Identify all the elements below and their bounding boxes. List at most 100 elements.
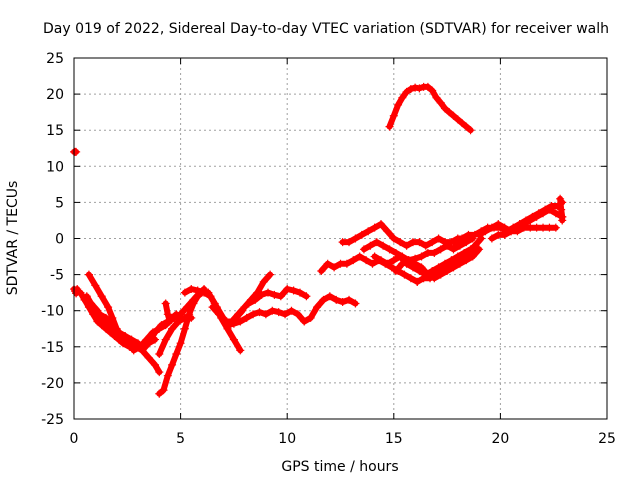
data-point [189,299,198,308]
data-point [84,270,93,279]
data-point [379,241,388,250]
y-tick-label: 15 [46,123,64,139]
data-point [556,194,565,203]
data-point [396,238,405,247]
y-tick-label: 25 [46,51,64,67]
data-point [281,310,290,319]
data-point [438,266,447,275]
data-point [300,317,309,326]
data-point [551,223,560,232]
data-point [229,335,238,344]
data-point [428,86,437,95]
data-point [417,263,426,272]
data-point [208,303,217,312]
data-point [165,317,174,326]
data-point [428,238,437,247]
data-point [193,286,202,295]
chart-title: Day 019 of 2022, Sidereal Day-to-day VTE… [43,21,609,37]
data-point [249,310,258,319]
data-point [436,98,445,107]
x-tick-label: 25 [598,431,616,447]
data-point [95,310,104,319]
data-point [293,310,302,319]
data-point [458,234,467,243]
data-point [176,339,185,348]
data-point [157,321,166,330]
data-point [319,295,328,304]
data-point [114,328,123,337]
data-point [338,298,347,307]
data-point [411,83,420,92]
data-point [402,87,411,96]
data-point [468,252,477,261]
data-point [417,252,426,261]
data-point [229,319,238,328]
series-arc-13 [208,270,275,326]
series-arc-21 [413,234,486,286]
data-point [370,223,379,232]
data-point [453,115,462,124]
data-point [432,270,441,279]
data-point [434,234,443,243]
data-point [163,310,172,319]
series-arc-10 [155,313,196,359]
data-point [97,292,106,301]
data-point [370,252,379,261]
data-point [330,263,339,272]
data-point [400,270,409,279]
data-point [526,216,535,225]
data-point [466,126,475,135]
data-point [362,256,371,265]
data-point [487,234,496,243]
data-point [168,360,177,369]
data-point [89,303,98,312]
data-point [161,299,170,308]
data-point [500,230,509,239]
data-point [366,241,375,250]
data-point [411,259,420,268]
data-point [268,306,277,315]
data-point [76,288,85,297]
data-point [481,227,490,236]
data-point [240,303,249,312]
data-point [302,292,311,301]
x-tick-label: 5 [176,431,185,447]
data-point [82,292,91,301]
data-point [458,256,467,265]
data-point [487,223,496,232]
data-point [451,241,460,250]
data-point [532,212,541,221]
data-point [462,122,471,131]
data-point [151,360,160,369]
data-point [377,256,386,265]
data-point [368,259,377,268]
data-point [377,220,386,229]
data-point [436,245,445,254]
data-point [264,288,273,297]
data-point [174,317,183,326]
data-point [274,308,283,317]
data-point [383,259,392,268]
data-point [389,111,398,120]
data-point [421,241,430,250]
data-point [500,223,509,232]
data-point [545,205,554,214]
data-point [385,122,394,131]
data-point [383,227,392,236]
data-point [323,259,332,268]
data-point [236,317,245,326]
data-point [451,259,460,268]
data-point [440,104,449,113]
data-point [351,299,360,308]
series-line [386,83,474,134]
data-point [172,350,181,359]
data-point [155,350,164,359]
series-line [361,235,476,264]
x-tick-label: 10 [278,431,296,447]
data-point [276,292,285,301]
data-point [475,230,484,239]
data-point [317,266,326,275]
series-arc-26 [556,194,567,225]
data-point [475,245,484,254]
series-arc-25 [487,223,560,243]
